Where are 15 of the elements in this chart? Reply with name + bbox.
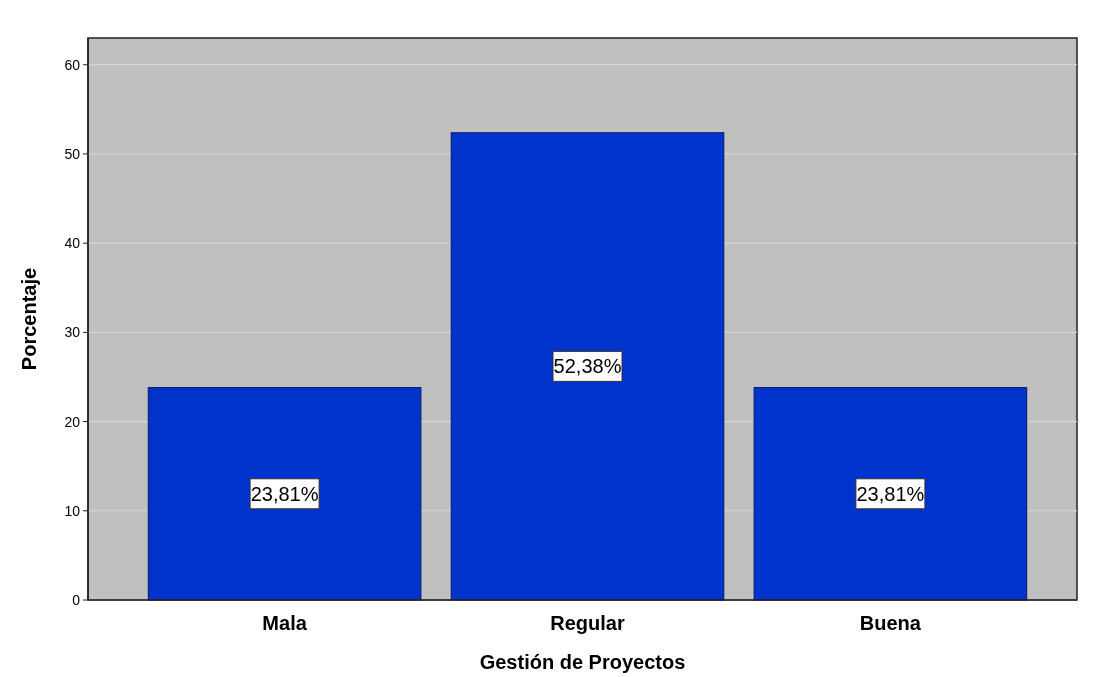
data-label: 23,81% — [856, 482, 925, 505]
y-tick-label: 60 — [64, 56, 81, 73]
x-axis-title: Gestión de Proyectos — [479, 651, 686, 673]
y-tick-label: 50 — [64, 145, 81, 162]
y-tick-label: 10 — [64, 502, 81, 519]
y-tick-label: 40 — [64, 235, 81, 252]
x-tick-label: Regular — [550, 612, 625, 634]
y-tick-label: 20 — [64, 413, 81, 430]
x-tick-label: Mala — [262, 612, 308, 634]
y-axis-title: Porcentaje — [18, 267, 40, 371]
data-label: 52,38% — [553, 355, 622, 378]
y-tick-label: 0 — [72, 592, 81, 608]
data-label: 23,81% — [250, 482, 319, 505]
x-tick-label: Buena — [859, 612, 922, 634]
y-tick-label: 30 — [64, 324, 81, 341]
